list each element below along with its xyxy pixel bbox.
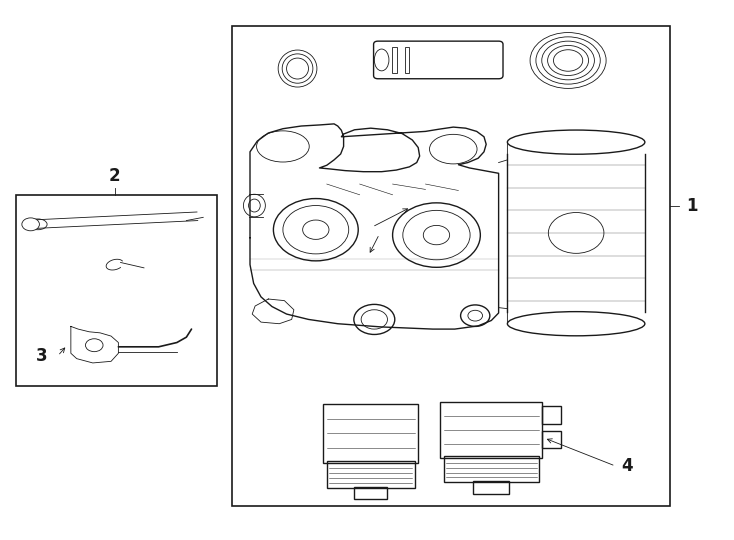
Bar bbox=[323, 404, 418, 463]
Circle shape bbox=[22, 218, 40, 231]
Bar bbox=[232, 25, 670, 507]
Bar bbox=[354, 487, 388, 500]
Bar bbox=[327, 461, 415, 488]
Bar bbox=[440, 402, 542, 458]
Bar bbox=[404, 47, 410, 73]
Bar bbox=[473, 481, 509, 494]
Text: 4: 4 bbox=[621, 457, 633, 475]
Bar bbox=[542, 407, 561, 424]
Text: 2: 2 bbox=[109, 167, 120, 185]
Bar bbox=[16, 195, 217, 386]
Text: 3: 3 bbox=[36, 347, 48, 365]
Text: 1: 1 bbox=[686, 197, 698, 214]
Bar bbox=[542, 430, 561, 448]
Bar bbox=[393, 47, 397, 73]
Bar bbox=[444, 456, 539, 482]
